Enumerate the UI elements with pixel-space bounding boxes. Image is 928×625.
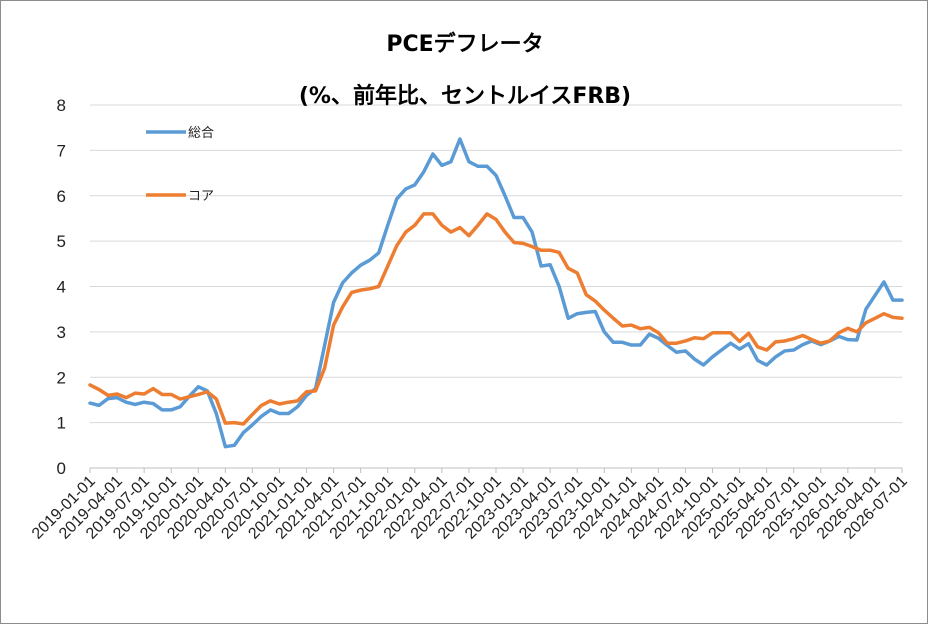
y-tick-label: 1 xyxy=(57,414,66,433)
chart-title: PCEデフレータ xyxy=(386,31,543,57)
y-tick-label: 5 xyxy=(57,232,66,251)
chart-subtitle: (%、前年比、セントルイスFRB) xyxy=(299,83,631,109)
series-line-2 xyxy=(88,212,904,426)
y-tick-label: 7 xyxy=(57,141,66,160)
y-tick-label: 0 xyxy=(57,459,66,478)
y-tick-label: 4 xyxy=(57,278,66,297)
series-line-1 xyxy=(88,137,904,449)
y-tick-label: 3 xyxy=(57,323,66,342)
y-tick-label: 8 xyxy=(57,96,66,115)
legend-label: 総合 xyxy=(188,126,214,141)
legend-label: コア xyxy=(188,189,214,204)
y-tick-label: 6 xyxy=(57,187,66,206)
y-tick-label: 2 xyxy=(57,368,66,387)
